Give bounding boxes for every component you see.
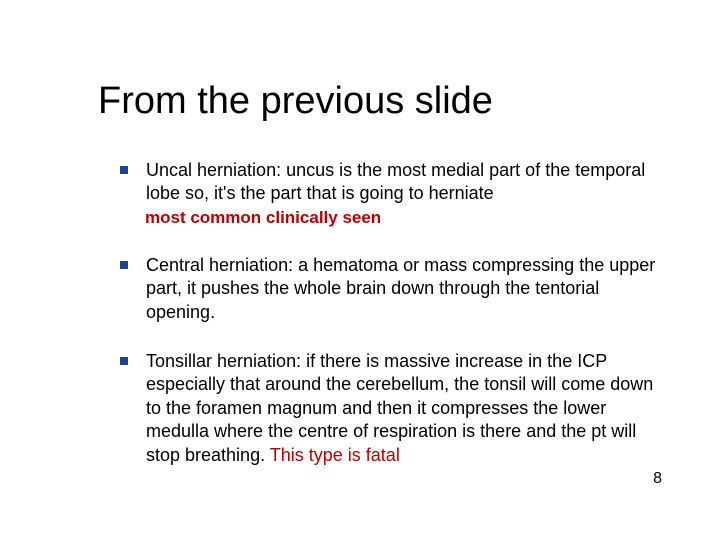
bullet-emphasis: most common clinically seen — [145, 208, 660, 228]
list-item: Tonsillar herniation: if there is massiv… — [120, 350, 660, 467]
square-bullet-icon — [120, 261, 128, 269]
bullet-text: Central herniation: a hematoma or mass c… — [146, 255, 655, 322]
list-item: Central herniation: a hematoma or mass c… — [120, 254, 660, 324]
bullet-content: Uncal herniation: uncus is the most medi… — [146, 159, 660, 228]
square-bullet-icon — [120, 357, 128, 365]
bullet-list: Uncal herniation: uncus is the most medi… — [100, 159, 660, 467]
page-number: 8 — [653, 470, 662, 488]
slide: From the previous slide Uncal herniation… — [0, 0, 720, 540]
bullet-content: Central herniation: a hematoma or mass c… — [146, 254, 660, 324]
slide-title: From the previous slide — [98, 80, 660, 123]
list-item: Uncal herniation: uncus is the most medi… — [120, 159, 660, 228]
square-bullet-icon — [120, 166, 128, 174]
bullet-text: Uncal herniation: uncus is the most medi… — [146, 160, 645, 203]
bullet-content: Tonsillar herniation: if there is massiv… — [146, 350, 660, 467]
bullet-inline-emphasis: This type is fatal — [270, 445, 400, 465]
